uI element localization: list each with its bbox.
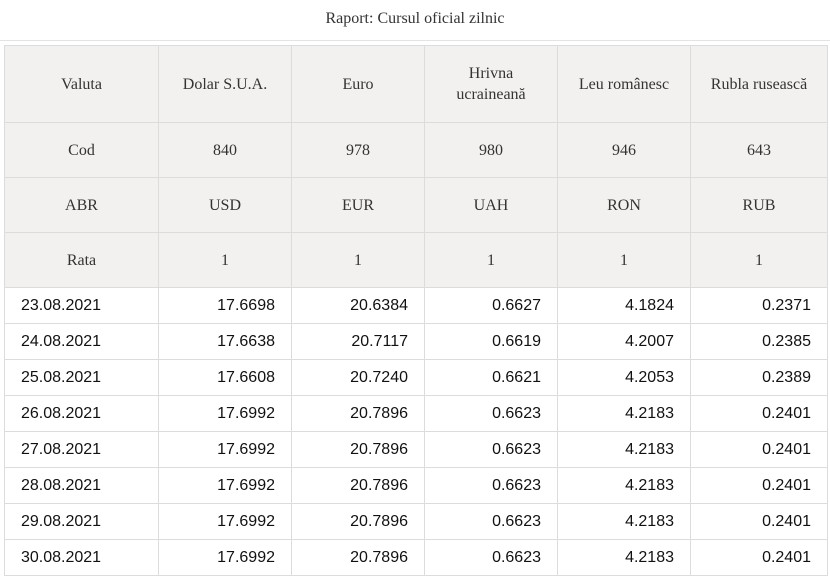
value-uah: 0.6621 <box>424 359 558 396</box>
value-rub: 0.2401 <box>690 431 828 468</box>
row-date: 23.08.2021 <box>4 287 159 324</box>
code-uah: 980 <box>424 122 558 178</box>
value-uah: 0.6619 <box>424 323 558 360</box>
value-usd: 17.6992 <box>158 395 292 432</box>
table-row: 26.08.2021 17.6992 20.7896 0.6623 4.2183… <box>4 395 828 432</box>
value-eur: 20.7896 <box>291 395 425 432</box>
value-usd: 17.6992 <box>158 539 292 576</box>
value-uah: 0.6623 <box>424 395 558 432</box>
value-usd: 17.6992 <box>158 503 292 540</box>
value-uah: 0.6623 <box>424 503 558 540</box>
value-ron: 4.2183 <box>557 503 691 540</box>
value-eur: 20.7896 <box>291 467 425 504</box>
title-divider <box>0 40 830 41</box>
header-label-rata: Rata <box>4 232 159 288</box>
abr-rub: RUB <box>690 177 828 233</box>
rate-usd: 1 <box>158 232 292 288</box>
abr-ron: RON <box>557 177 691 233</box>
header-label-abr: ABR <box>4 177 159 233</box>
table-row: 25.08.2021 17.6608 20.7240 0.6621 4.2053… <box>4 359 828 396</box>
rate-rub: 1 <box>690 232 828 288</box>
code-eur: 978 <box>291 122 425 178</box>
row-date: 25.08.2021 <box>4 359 159 396</box>
value-eur: 20.7240 <box>291 359 425 396</box>
value-rub: 0.2401 <box>690 503 828 540</box>
value-ron: 4.2053 <box>557 359 691 396</box>
currency-name-rub: Rubla rusească <box>690 45 828 123</box>
value-eur: 20.6384 <box>291 287 425 324</box>
value-uah: 0.6623 <box>424 467 558 504</box>
rate-eur: 1 <box>291 232 425 288</box>
header-label-valuta: Valuta <box>4 45 159 123</box>
code-usd: 840 <box>158 122 292 178</box>
table-row: 24.08.2021 17.6638 20.7117 0.6619 4.2007… <box>4 323 828 360</box>
currency-name-uah-text: Hrivna ucraineană <box>456 65 526 103</box>
value-ron: 4.2183 <box>557 539 691 576</box>
value-rub: 0.2401 <box>690 395 828 432</box>
header-row-currency: Valuta Dolar S.U.A. Euro Hrivna ucrainea… <box>4 45 828 123</box>
currency-name-uah: Hrivna ucraineană <box>424 45 558 123</box>
row-date: 24.08.2021 <box>4 323 159 360</box>
header-label-cod: Cod <box>4 122 159 178</box>
value-ron: 4.2007 <box>557 323 691 360</box>
header-row-code: Cod 840 978 980 946 643 <box>4 122 828 178</box>
exchange-rates-table: Valuta Dolar S.U.A. Euro Hrivna ucrainea… <box>4 45 828 576</box>
table-row: 27.08.2021 17.6992 20.7896 0.6623 4.2183… <box>4 431 828 468</box>
value-eur: 20.7117 <box>291 323 425 360</box>
value-ron: 4.2183 <box>557 395 691 432</box>
value-eur: 20.7896 <box>291 431 425 468</box>
value-rub: 0.2401 <box>690 467 828 504</box>
row-date: 29.08.2021 <box>4 503 159 540</box>
currency-name-eur: Euro <box>291 45 425 123</box>
row-date: 26.08.2021 <box>4 395 159 432</box>
value-uah: 0.6627 <box>424 287 558 324</box>
abr-eur: EUR <box>291 177 425 233</box>
value-uah: 0.6623 <box>424 431 558 468</box>
abr-uah: UAH <box>424 177 558 233</box>
header-row-abr: ABR USD EUR UAH RON RUB <box>4 177 828 233</box>
rate-uah: 1 <box>424 232 558 288</box>
abr-usd: USD <box>158 177 292 233</box>
value-ron: 4.1824 <box>557 287 691 324</box>
value-rub: 0.2401 <box>690 539 828 576</box>
value-rub: 0.2389 <box>690 359 828 396</box>
value-usd: 17.6698 <box>158 287 292 324</box>
value-rub: 0.2371 <box>690 287 828 324</box>
table-row: 23.08.2021 17.6698 20.6384 0.6627 4.1824… <box>4 287 828 324</box>
value-rub: 0.2385 <box>690 323 828 360</box>
value-usd: 17.6992 <box>158 431 292 468</box>
header-row-rata: Rata 1 1 1 1 1 <box>4 232 828 288</box>
code-rub: 643 <box>690 122 828 178</box>
value-usd: 17.6638 <box>158 323 292 360</box>
table-row: 29.08.2021 17.6992 20.7896 0.6623 4.2183… <box>4 503 828 540</box>
value-ron: 4.2183 <box>557 467 691 504</box>
value-usd: 17.6608 <box>158 359 292 396</box>
currency-name-usd: Dolar S.U.A. <box>158 45 292 123</box>
row-date: 28.08.2021 <box>4 467 159 504</box>
row-date: 30.08.2021 <box>4 539 159 576</box>
value-uah: 0.6623 <box>424 539 558 576</box>
table-row: 28.08.2021 17.6992 20.7896 0.6623 4.2183… <box>4 467 828 504</box>
row-date: 27.08.2021 <box>4 431 159 468</box>
table-row: 30.08.2021 17.6992 20.7896 0.6623 4.2183… <box>4 539 828 576</box>
value-eur: 20.7896 <box>291 503 425 540</box>
value-usd: 17.6992 <box>158 467 292 504</box>
value-ron: 4.2183 <box>557 431 691 468</box>
currency-name-ron: Leu românesc <box>557 45 691 123</box>
rate-ron: 1 <box>557 232 691 288</box>
value-eur: 20.7896 <box>291 539 425 576</box>
code-ron: 946 <box>557 122 691 178</box>
report-title: Raport: Cursul oficial zilnic <box>325 10 505 27</box>
